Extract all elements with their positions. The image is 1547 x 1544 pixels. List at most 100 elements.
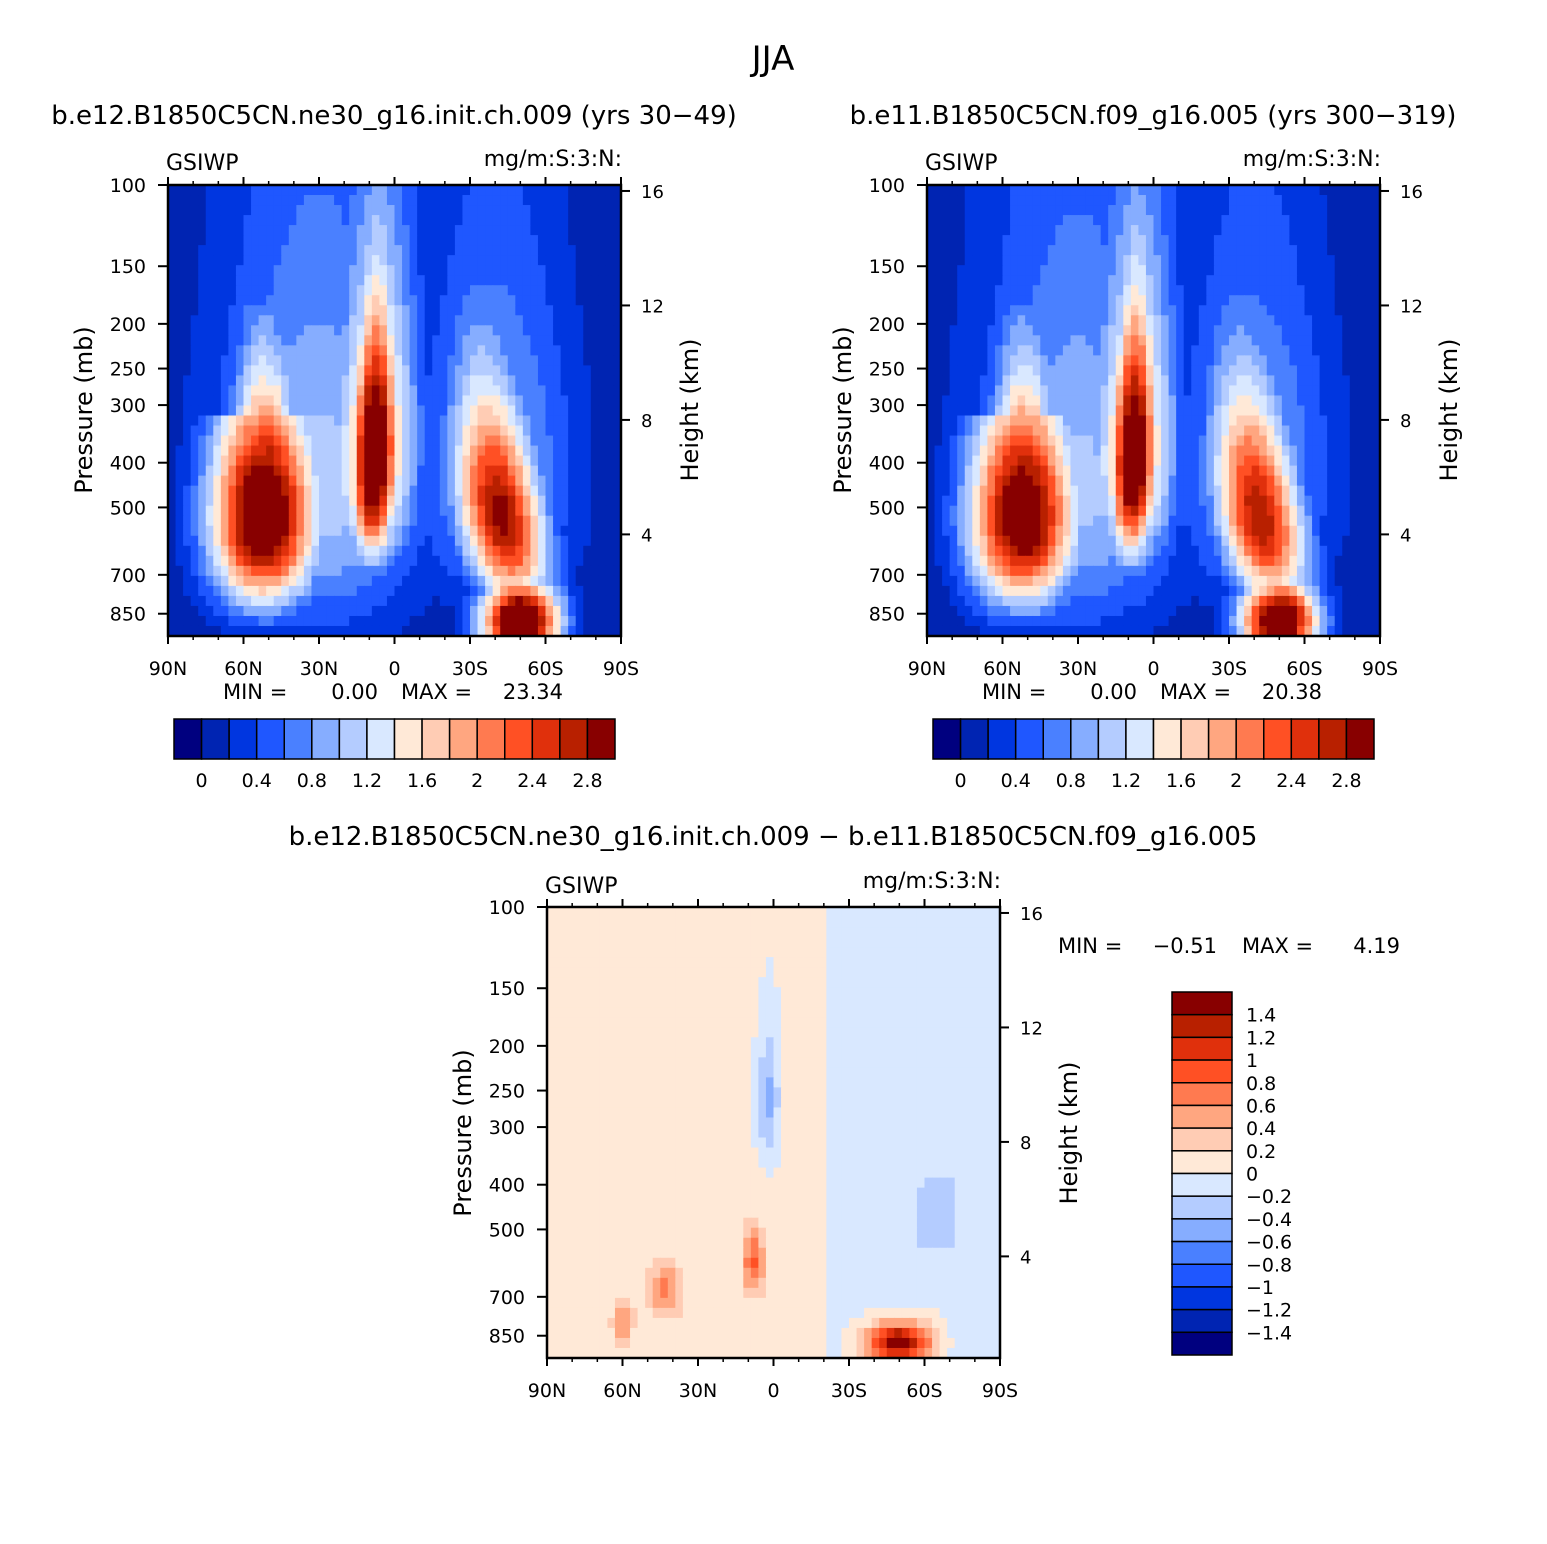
contour-cell [1296, 315, 1306, 326]
contour-cell [319, 185, 328, 196]
contour-cell [477, 615, 486, 627]
contour-cell [1206, 255, 1215, 266]
contour-cell [220, 525, 229, 537]
contour-cell [613, 485, 622, 497]
contour-cell [530, 395, 539, 407]
contour-cell [341, 315, 350, 326]
contour-cell [220, 605, 229, 617]
contour-cell [371, 335, 380, 346]
contour-cell [371, 575, 380, 587]
contour-cell [485, 625, 494, 637]
contour-cell [994, 405, 1004, 417]
contour-cell [1236, 415, 1245, 427]
contour-cell [1213, 495, 1223, 507]
contour-cell [1206, 525, 1215, 537]
contour-cell [545, 405, 554, 417]
contour-cell [942, 545, 951, 557]
contour-cell [288, 425, 297, 437]
contour-cell [583, 225, 592, 236]
contour-cell [1040, 225, 1049, 236]
contour-cell [957, 515, 966, 527]
y-axis-label: Pressure (mb) [829, 326, 857, 493]
contour-cell [1145, 445, 1155, 457]
contour-cell [1229, 255, 1238, 266]
contour-cell [1274, 245, 1283, 256]
contour-cell [311, 195, 320, 206]
contour-cell [356, 315, 365, 326]
contour-cell [296, 315, 305, 326]
contour-cell [477, 395, 486, 407]
colorbar-label: 2 [471, 770, 483, 792]
contour-cell [1168, 275, 1177, 286]
contour-cell [394, 335, 403, 346]
contour-cell [613, 575, 622, 587]
contour-cell [1304, 505, 1313, 517]
contour-cell [1281, 405, 1290, 417]
contour-cell [432, 215, 441, 226]
contour-cell [1138, 185, 1147, 196]
contour-cell [424, 445, 433, 457]
contour-cell [311, 345, 320, 356]
contour-cell [942, 425, 951, 437]
contour-cell [530, 415, 539, 427]
contour-cell [1334, 335, 1343, 346]
contour-cell [341, 355, 350, 366]
contour-cell [927, 385, 936, 397]
contour-cell [994, 515, 1004, 527]
contour-cell [1244, 465, 1253, 477]
contour-cell [583, 415, 592, 427]
contour-cell [545, 355, 554, 366]
contour-cell [979, 285, 988, 296]
contour-cell [1002, 355, 1011, 366]
contour-cell [507, 505, 516, 517]
contour-cell [183, 515, 192, 527]
contour-cell [957, 265, 966, 276]
contour-cell [1100, 205, 1109, 216]
contour-cell [1062, 395, 1072, 407]
contour-cell [530, 605, 539, 617]
contour-cell [1115, 255, 1124, 266]
contour-cell [311, 385, 320, 397]
contour-cell [553, 555, 562, 567]
panel-control: b.e12.B1850C5CN.ne30_g16.init.ch.009 (yr… [51, 101, 737, 792]
contour-cell [303, 495, 313, 507]
contour-cell [1251, 485, 1260, 497]
contour-cell [1251, 315, 1260, 326]
contour-cell [311, 555, 320, 567]
contour-cell [1100, 225, 1109, 236]
contour-cell [972, 265, 981, 276]
contour-cell [243, 345, 252, 356]
contour-cell [545, 285, 554, 296]
contour-cell [251, 485, 260, 497]
contour-cell [371, 285, 380, 296]
contour-cell [175, 545, 184, 557]
contour-cell [1002, 415, 1011, 427]
contour-cell [1229, 275, 1238, 286]
contour-cell [1357, 405, 1366, 417]
contour-cell [424, 275, 433, 286]
contour-cell [1229, 215, 1238, 226]
contour-cell [1093, 285, 1102, 296]
contour-cell [432, 195, 441, 206]
contour-cell [183, 335, 192, 346]
contour-cell [957, 195, 966, 206]
contour-cell [303, 205, 313, 216]
contour-cell [1312, 195, 1321, 206]
contour-cell [462, 205, 471, 216]
contour-cell [1327, 305, 1336, 316]
contour-cell [168, 275, 177, 286]
contour-cell [1055, 325, 1064, 336]
contour-cell [183, 235, 192, 246]
contour-cell [1130, 385, 1139, 397]
contour-cell [598, 395, 607, 407]
contour-cell [1221, 415, 1230, 427]
contour-cell [190, 475, 199, 487]
contour-cell [273, 475, 282, 487]
contour-cell [371, 245, 380, 256]
contour-cell [198, 285, 207, 296]
contour-cell [175, 385, 184, 397]
contour-cell [1032, 525, 1041, 537]
contour-cell [613, 245, 622, 256]
contour-cell [379, 615, 388, 627]
contour-cell [1047, 205, 1056, 216]
